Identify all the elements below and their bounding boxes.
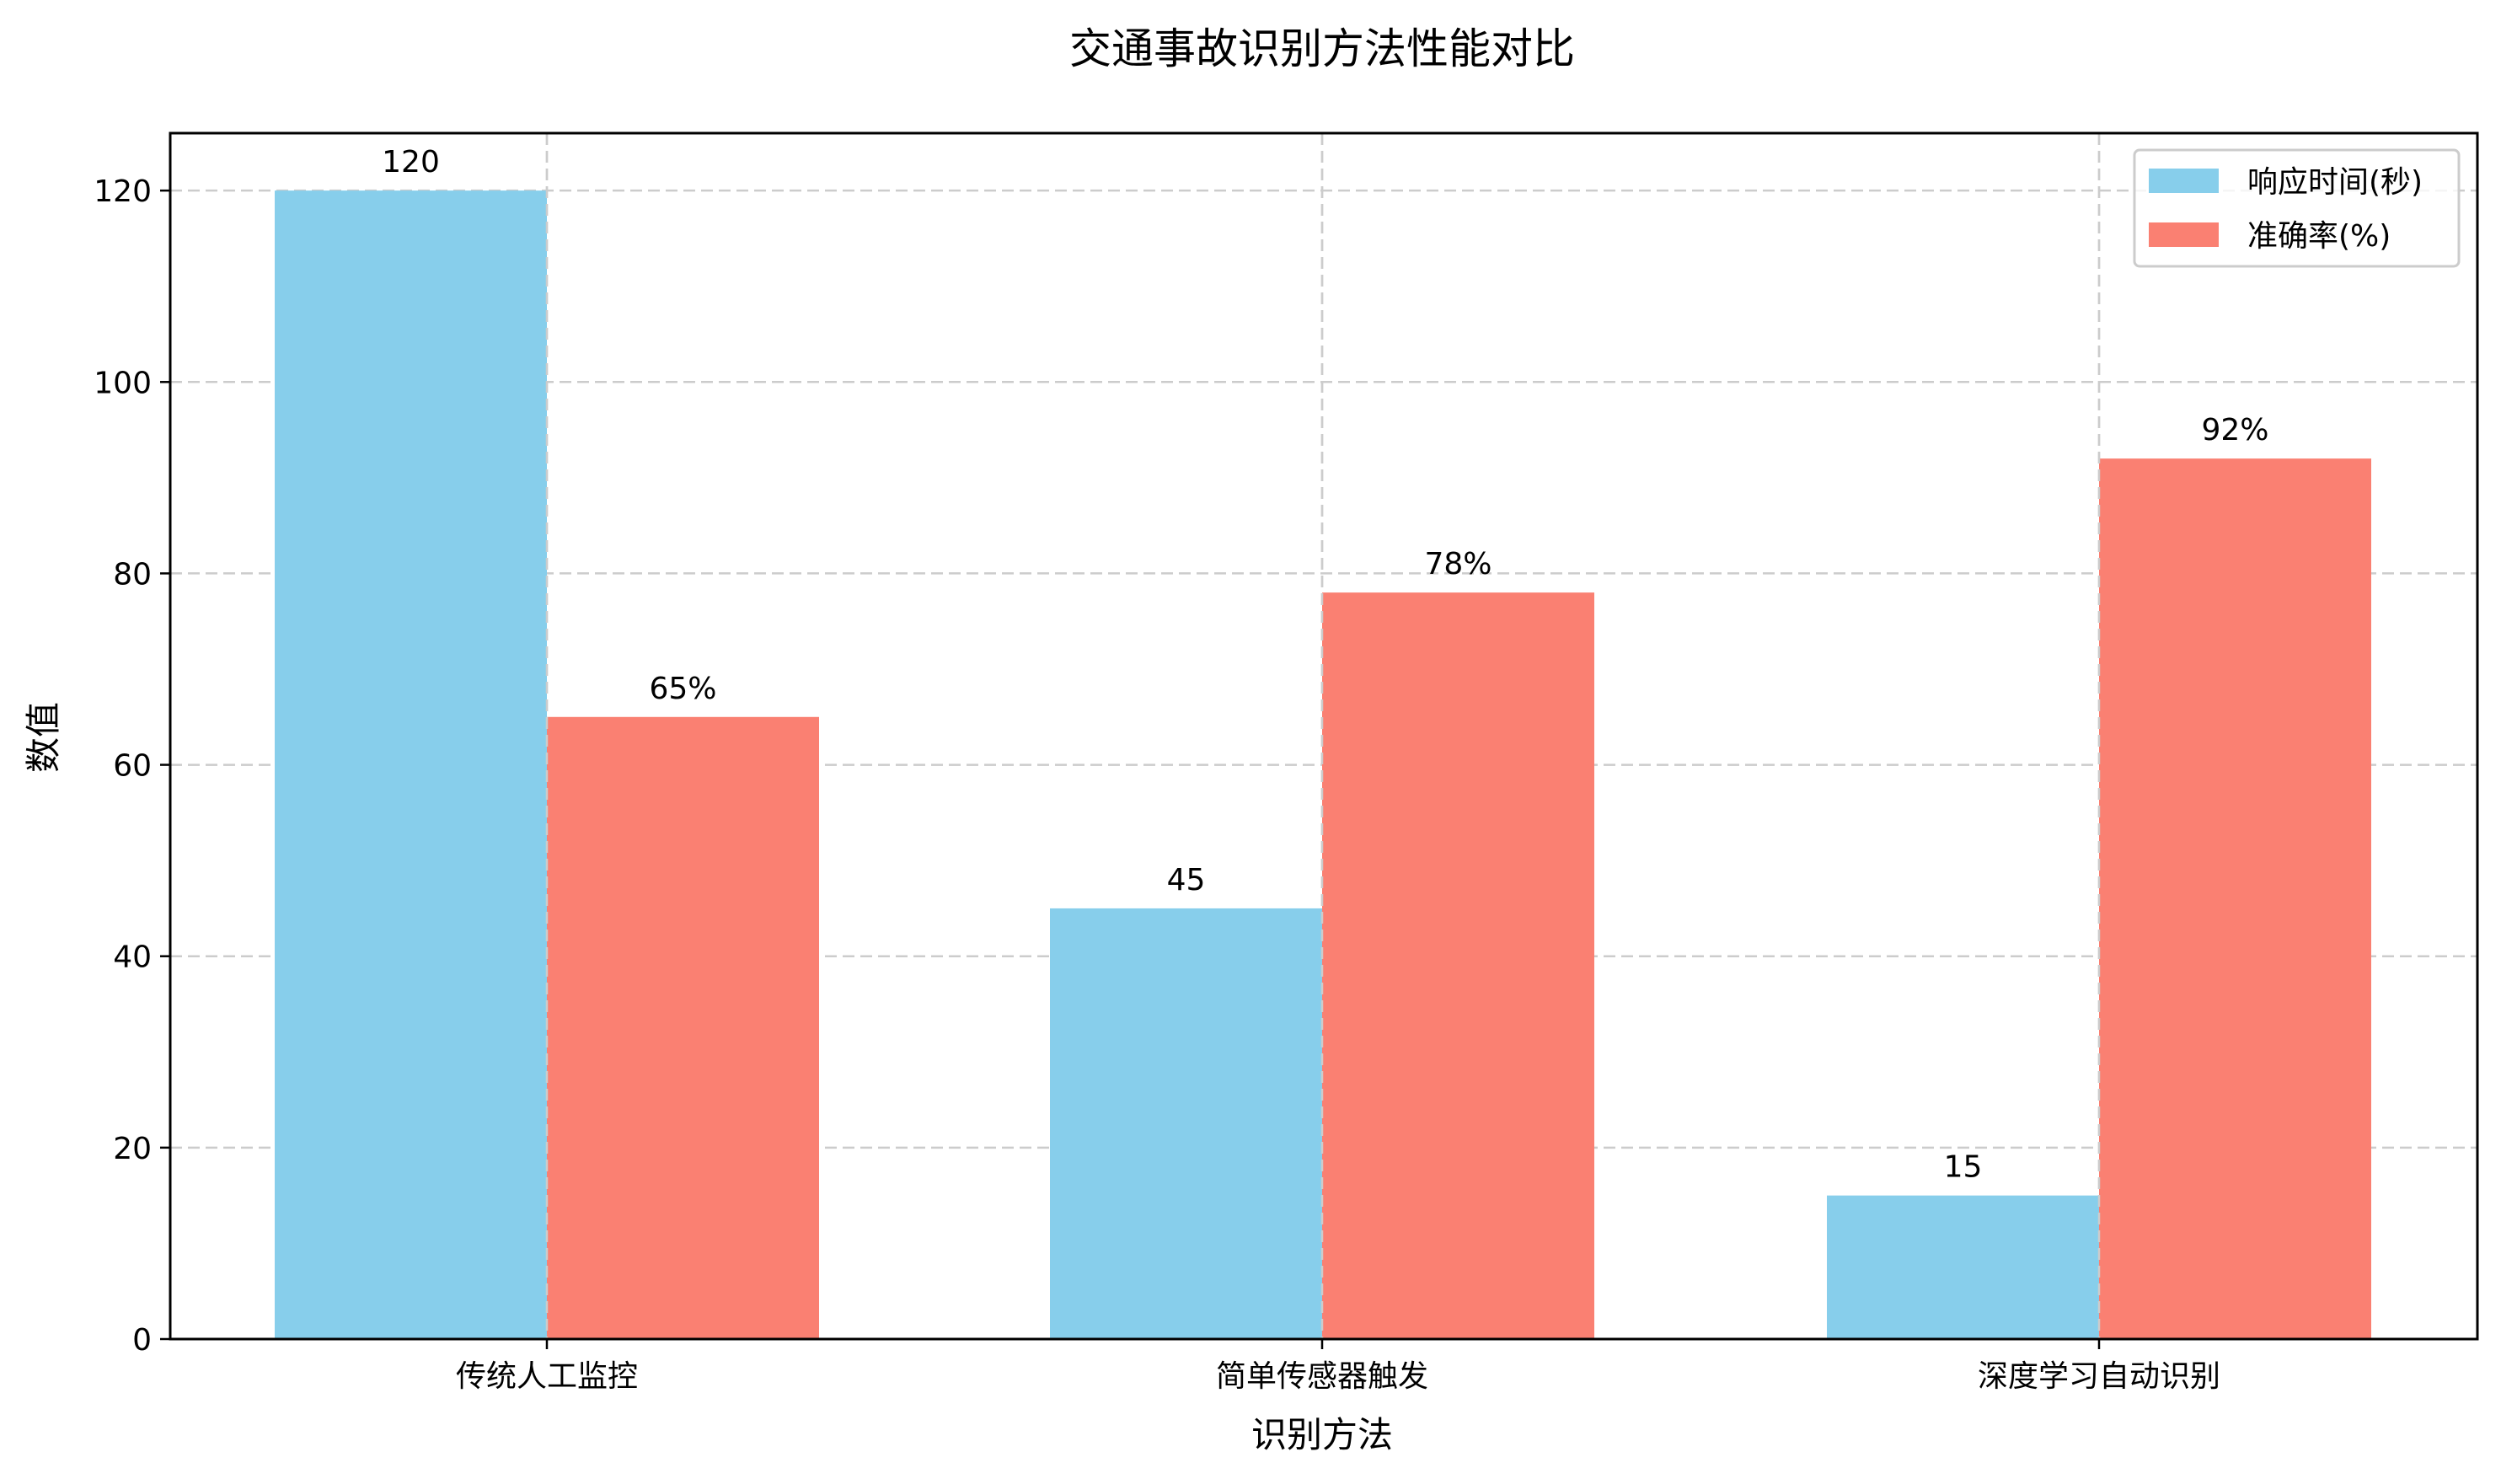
- bar: [1322, 592, 1594, 1339]
- bars: [275, 133, 2371, 1340]
- x-axis-label: 识别方法: [1251, 1414, 1393, 1455]
- y-tick-label: 80: [113, 557, 152, 592]
- legend-swatch-response-time: [2149, 169, 2219, 193]
- bar: [275, 190, 547, 1340]
- y-tick-label: 100: [94, 366, 152, 400]
- y-tick-label: 60: [113, 749, 152, 784]
- x-tick-label: 传统人工监控: [456, 1359, 638, 1394]
- bar-value-label: 92%: [2201, 413, 2268, 447]
- x-tick-label: 简单传感器触发: [1216, 1359, 1428, 1394]
- x-tick-label: 深度学习自动识别: [1978, 1359, 2220, 1394]
- x-axis-ticks: 传统人工监控 简单传感器触发 深度学习自动识别: [456, 1339, 2220, 1394]
- bar-value-label: 15: [1944, 1150, 1983, 1185]
- y-axis-label: 数值: [23, 702, 64, 773]
- legend-label-response-time: 响应时间(秒): [2247, 165, 2423, 200]
- bar: [1827, 1195, 2099, 1339]
- y-tick-label: 120: [94, 174, 152, 209]
- bar: [1050, 908, 1322, 1339]
- bar: [547, 716, 819, 1339]
- bar-value-labels: 120 45 15 65% 78% 92%: [382, 145, 2268, 1185]
- legend-label-accuracy: 准确率(%): [2247, 219, 2391, 254]
- y-axis-ticks: 0 20 40 60 80 100 120: [94, 174, 170, 1358]
- bar-value-label: 65%: [649, 672, 716, 706]
- bar-value-label: 120: [382, 145, 440, 179]
- y-tick-label: 0: [132, 1323, 152, 1358]
- legend-swatch-accuracy: [2149, 222, 2219, 247]
- axes-frame: [169, 131, 2479, 1341]
- bar-value-label: 78%: [1424, 547, 1491, 581]
- legend: 响应时间(秒) 准确率(%): [2133, 148, 2461, 268]
- y-tick-label: 40: [113, 940, 152, 975]
- bar-value-label: 45: [1167, 863, 1206, 897]
- bar: [2099, 458, 2371, 1340]
- chart-title: 交通事故识别方法性能对比: [1069, 24, 1575, 73]
- y-tick-label: 20: [113, 1132, 152, 1166]
